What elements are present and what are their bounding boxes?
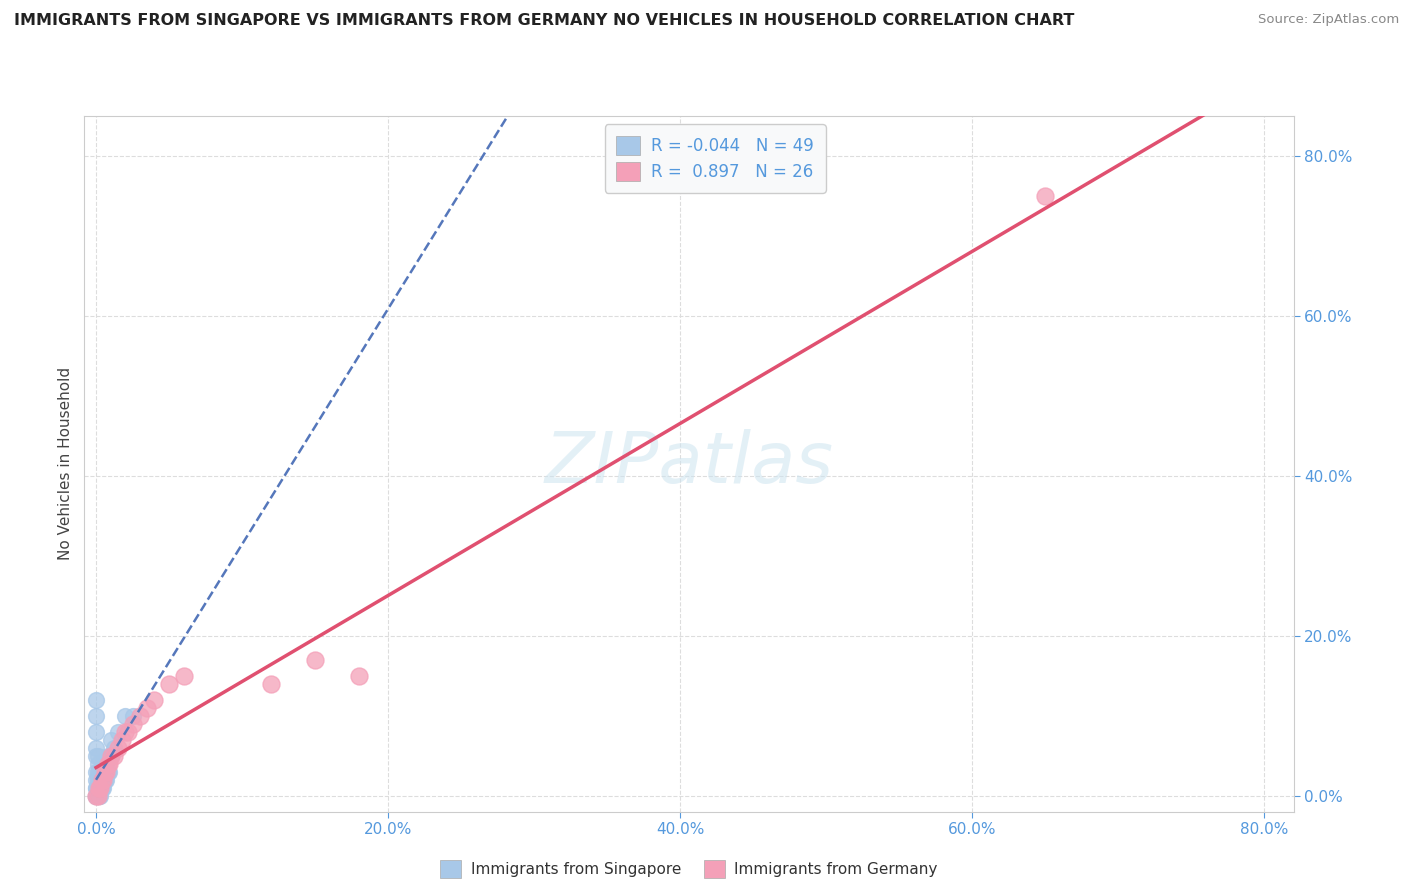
Point [84,789,107,803]
Point [103,740,125,755]
Point [87,780,110,795]
Point [90,772,112,787]
Point [97,756,120,771]
Point [111,732,134,747]
Point [89,780,111,795]
Point [93,772,115,787]
Point [84,789,107,803]
Point [84,789,107,803]
Point [98,756,121,771]
Point [100,748,122,763]
Point [100,732,122,747]
Point [96,772,118,787]
Text: IMMIGRANTS FROM SINGAPORE VS IMMIGRANTS FROM GERMANY NO VEHICLES IN HOUSEHOLD CO: IMMIGRANTS FROM SINGAPORE VS IMMIGRANTS … [14,13,1074,29]
Point [86,764,108,779]
Point [86,756,108,771]
Y-axis label: No Vehicles in Household: No Vehicles in Household [58,368,73,560]
Point [87,764,110,779]
Point [86,789,108,803]
Point [173,669,195,683]
Point [100,748,122,763]
Point [84,789,107,803]
Point [260,677,283,691]
Point [87,780,110,795]
Point [114,724,136,739]
Point [93,780,115,795]
Point [1033,189,1056,203]
Point [84,780,107,795]
Point [96,764,118,779]
Point [304,653,326,667]
Point [84,708,107,723]
Point [96,756,118,771]
Point [86,748,108,763]
Point [90,780,112,795]
Point [121,716,143,731]
Point [84,692,107,706]
Point [93,756,115,771]
Point [84,724,107,739]
Point [114,708,136,723]
Point [89,780,111,795]
Point [121,708,143,723]
Point [84,789,107,803]
Text: ZIPatlas: ZIPatlas [544,429,834,499]
Point [107,724,129,739]
Point [107,740,129,755]
Point [84,748,107,763]
Point [86,772,108,787]
Point [84,780,107,795]
Point [94,764,117,779]
Text: Source: ZipAtlas.com: Source: ZipAtlas.com [1258,13,1399,27]
Legend: Immigrants from Singapore, Immigrants from Germany: Immigrants from Singapore, Immigrants fr… [434,855,943,884]
Point [94,772,117,787]
Point [84,740,107,755]
Point [157,677,180,691]
Point [89,789,111,803]
Point [128,708,150,723]
Point [84,789,107,803]
Point [93,772,115,787]
Point [89,764,111,779]
Point [90,772,112,787]
Point [136,700,159,714]
Point [347,669,370,683]
Point [87,772,110,787]
Point [117,724,139,739]
Point [97,764,120,779]
Point [87,789,110,803]
Point [94,764,117,779]
Point [103,748,125,763]
Point [84,772,107,787]
Point [86,780,108,795]
Point [84,789,107,803]
Point [84,764,107,779]
Point [89,772,111,787]
Point [86,789,108,803]
Point [93,764,115,779]
Point [98,764,121,779]
Point [143,692,166,706]
Point [97,748,120,763]
Point [86,789,108,803]
